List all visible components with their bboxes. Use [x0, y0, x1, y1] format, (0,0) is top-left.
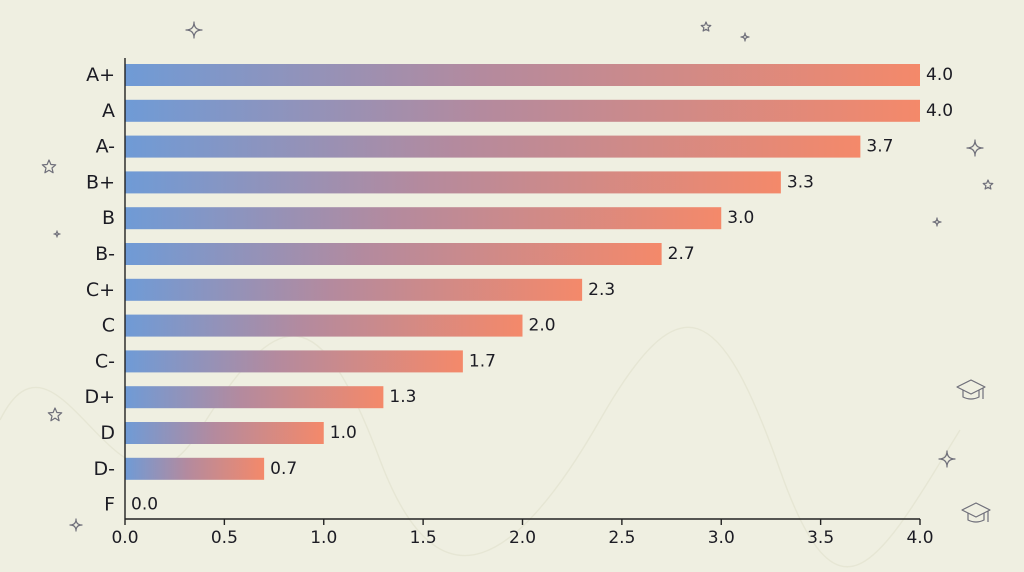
x-tick-label: 3.0: [708, 528, 735, 548]
category-label: F: [104, 494, 115, 516]
x-tick-label: 1.5: [410, 528, 437, 548]
value-label: 0.0: [131, 495, 158, 515]
category-label: D: [100, 422, 115, 444]
sparkle-icon: [938, 450, 956, 468]
graduation-cap-icon: [961, 502, 991, 523]
value-label: 4.0: [926, 65, 953, 85]
x-tick-label: 4.0: [906, 528, 933, 548]
bar-A: [125, 99, 920, 122]
category-label: D-: [94, 458, 116, 480]
category-label: C+: [86, 279, 115, 301]
category-label: B-: [95, 243, 115, 265]
axes-group: A+ 4.0 A 4.0 A- 3.7 B+ 3.3 B 3.0 B- 2.7 C+ 2.3 C 2.0 C- 1…: [84, 58, 953, 548]
x-tick-label: 3.5: [807, 528, 834, 548]
x-tick-label: 0.0: [111, 528, 138, 548]
star-icon: [982, 179, 994, 190]
bars-group: [125, 64, 920, 480]
bar-C+: [125, 278, 583, 301]
value-label: 4.0: [926, 101, 953, 121]
category-label: A-: [96, 136, 115, 158]
sparkle-icon: [53, 230, 61, 238]
sparkle-icon: [932, 217, 942, 227]
sparkle-icon: [966, 139, 984, 157]
x-tick-label: 2.5: [608, 528, 635, 548]
bar-A-: [125, 135, 861, 158]
value-label: 1.0: [330, 423, 357, 443]
category-label: C-: [95, 350, 115, 372]
bar-B+: [125, 171, 781, 194]
bar-C-: [125, 350, 463, 373]
value-label: 0.7: [270, 459, 297, 479]
value-label: 2.7: [668, 244, 695, 264]
bar-B-: [125, 243, 662, 265]
bar-A+: [125, 64, 920, 86]
value-label: 3.0: [727, 208, 754, 228]
category-label: A+: [86, 64, 115, 86]
value-label: 2.0: [529, 316, 556, 336]
category-label: B: [102, 207, 115, 229]
value-label: 2.3: [588, 280, 615, 300]
sparkle-icon: [740, 32, 750, 42]
category-label: B+: [86, 171, 115, 193]
value-label: 1.3: [389, 387, 416, 407]
x-tick-label: 0.5: [211, 528, 238, 548]
bar-D: [125, 422, 324, 444]
star-icon: [41, 159, 57, 174]
value-label: 3.7: [866, 137, 893, 157]
sparkle-icon: [185, 21, 203, 39]
bar-B: [125, 207, 722, 230]
star-icon: [700, 21, 712, 32]
star-icon: [47, 407, 63, 422]
bar-C: [125, 314, 523, 337]
sparkle-icon: [69, 518, 83, 532]
x-tick-label: 1.0: [310, 528, 337, 548]
value-label: 1.7: [469, 351, 496, 371]
bar-D-: [125, 457, 265, 480]
category-label: C: [102, 315, 115, 337]
category-label: A: [102, 100, 115, 122]
category-label: D+: [84, 386, 115, 408]
graduation-cap-icon: [956, 379, 986, 400]
value-label: 3.3: [787, 172, 814, 192]
bar-D+: [125, 386, 384, 409]
x-tick-label: 2.0: [509, 528, 536, 548]
